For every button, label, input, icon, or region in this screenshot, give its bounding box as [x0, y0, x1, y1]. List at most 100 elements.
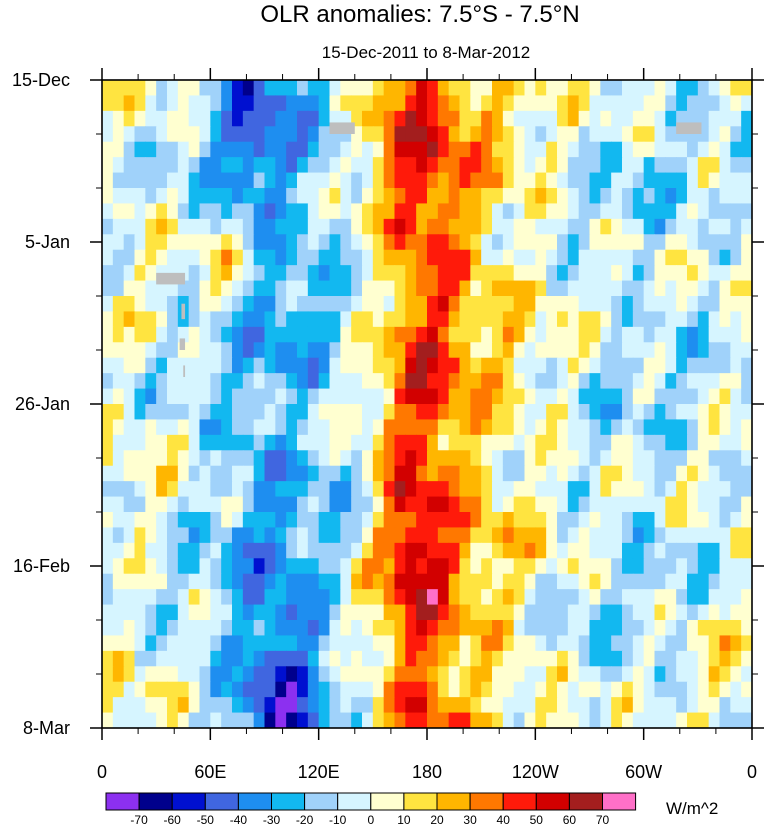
- heatmap-cell: [697, 326, 710, 343]
- heatmap-cell: [492, 666, 504, 683]
- heatmap-cell: [156, 620, 168, 637]
- y-tick-label: 16-Feb: [13, 556, 70, 576]
- heatmap-cell: [643, 280, 656, 297]
- heatmap-cell: [578, 512, 591, 529]
- heatmap-cell: [221, 234, 233, 251]
- heatmap-cell: [372, 141, 385, 158]
- heatmap-cell: [362, 280, 374, 297]
- heatmap-cell: [102, 666, 114, 683]
- heatmap-cell: [405, 681, 417, 698]
- heatmap-cell: [134, 157, 146, 174]
- heatmap-cell: [264, 388, 276, 405]
- heatmap-cell: [307, 434, 320, 451]
- heatmap-cell: [199, 650, 211, 667]
- heatmap-cell: [340, 542, 352, 559]
- heatmap-cell: [470, 558, 482, 575]
- heatmap-cell: [589, 157, 601, 174]
- heatmap-cell: [546, 496, 558, 513]
- heatmap-cell: [448, 265, 461, 282]
- heatmap-cell: [589, 342, 601, 359]
- heatmap-cell: [167, 481, 179, 498]
- heatmap-cell: [156, 527, 168, 544]
- heatmap-cell: [741, 342, 752, 359]
- heatmap-cell: [112, 620, 125, 637]
- heatmap-cell: [546, 481, 558, 498]
- heatmap-cell: [502, 388, 515, 405]
- heatmap-cell: [427, 157, 439, 174]
- heatmap-cell: [264, 296, 276, 313]
- heatmap-cell: [242, 80, 255, 97]
- heatmap-cell: [242, 218, 255, 235]
- heatmap-cell: [286, 249, 298, 266]
- heatmap-cell: [557, 434, 569, 451]
- heatmap-cell: [405, 419, 417, 436]
- heatmap-cell: [535, 280, 547, 297]
- heatmap-cell: [437, 434, 450, 451]
- heatmap-cell: [167, 697, 179, 714]
- heatmap-cell: [437, 465, 450, 482]
- heatmap-cell: [459, 342, 471, 359]
- heatmap-cell: [318, 558, 331, 575]
- heatmap-cell: [362, 481, 374, 498]
- heatmap-cell: [307, 527, 320, 544]
- heatmap-cell: [697, 697, 710, 714]
- heatmap-cell: [221, 280, 233, 297]
- heatmap-cell: [405, 342, 417, 359]
- heatmap-cell: [427, 404, 439, 421]
- heatmap-cell: [232, 650, 244, 667]
- heatmap-cell: [437, 450, 450, 467]
- heatmap-cell: [687, 311, 699, 328]
- heatmap-cell: [437, 95, 450, 112]
- heatmap-cell: [448, 697, 461, 714]
- heatmap-cell: [112, 465, 125, 482]
- heatmap-cell: [470, 234, 482, 251]
- heatmap-cell: [513, 203, 526, 220]
- heatmap-cell: [567, 234, 580, 251]
- heatmap-cell: [643, 681, 656, 698]
- heatmap-cell: [589, 681, 601, 698]
- heatmap-cell: [622, 311, 634, 328]
- heatmap-cell: [578, 527, 591, 544]
- heatmap-cell: [286, 481, 298, 498]
- heatmap-cell: [145, 110, 157, 127]
- heatmap-cell: [589, 218, 601, 235]
- heatmap-cell: [622, 604, 634, 621]
- heatmap-cell: [622, 589, 634, 606]
- heatmap-cell: [383, 481, 396, 498]
- heatmap-cell: [286, 265, 298, 282]
- colorbar-tick-label: 30: [463, 813, 477, 827]
- heatmap-cell: [242, 712, 255, 728]
- heatmap-cell: [405, 141, 417, 158]
- x-axis: 0 60E 120E 180 120W 60W 0: [97, 68, 757, 782]
- heatmap-cell: [697, 188, 710, 205]
- heatmap-cell: [589, 712, 601, 728]
- heatmap-cell: [210, 404, 222, 421]
- heatmap-cell: [102, 604, 114, 621]
- heatmap-cell: [719, 434, 731, 451]
- heatmap-cell: [730, 434, 742, 451]
- heatmap-cell: [437, 172, 450, 189]
- heatmap-cell: [567, 666, 580, 683]
- heatmap-cell: [210, 218, 222, 235]
- heatmap-cell: [253, 450, 266, 467]
- heatmap-cell: [351, 666, 363, 683]
- heatmap-cell: [416, 357, 428, 374]
- heatmap-cell: [448, 419, 461, 436]
- heatmap-cell: [589, 188, 601, 205]
- heatmap-cell: [416, 666, 428, 683]
- heatmap-cell: [156, 95, 168, 112]
- heatmap-cell: [557, 681, 569, 698]
- heatmap-cell: [199, 342, 211, 359]
- heatmap-cell: [730, 326, 742, 343]
- heatmap-cell: [362, 249, 374, 266]
- heatmap-cell: [524, 265, 536, 282]
- heatmap-cell: [102, 80, 114, 97]
- heatmap-cell: [329, 604, 341, 621]
- heatmap-cell: [416, 188, 428, 205]
- heatmap-cell: [307, 126, 320, 143]
- heatmap-cell: [253, 80, 266, 97]
- missing-data-patch: [181, 303, 186, 320]
- heatmap-cell: [264, 373, 276, 390]
- heatmap-cell: [600, 373, 612, 390]
- heatmap-cell: [177, 697, 190, 714]
